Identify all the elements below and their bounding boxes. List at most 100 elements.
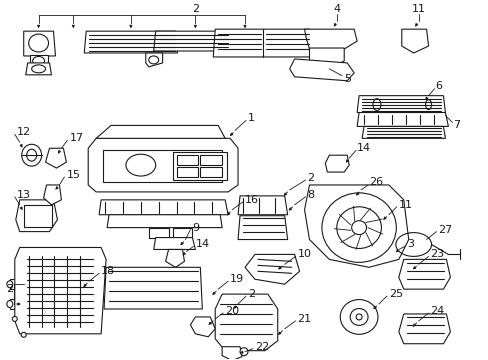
Text: 8: 8 <box>307 190 314 200</box>
Text: 26: 26 <box>368 177 383 187</box>
Ellipse shape <box>27 149 37 161</box>
Text: 6: 6 <box>435 81 442 91</box>
Ellipse shape <box>349 309 367 325</box>
Text: 2: 2 <box>191 4 199 14</box>
Polygon shape <box>10 279 24 289</box>
Bar <box>200 155 222 165</box>
Text: 17: 17 <box>69 133 83 143</box>
Bar <box>200 167 222 177</box>
Polygon shape <box>30 55 47 67</box>
Polygon shape <box>401 29 427 53</box>
Polygon shape <box>304 29 356 49</box>
Text: 1: 1 <box>247 113 254 123</box>
Text: 4: 4 <box>333 4 340 14</box>
Text: 12: 12 <box>17 127 31 138</box>
Text: 14: 14 <box>195 239 209 249</box>
Polygon shape <box>361 126 445 138</box>
Ellipse shape <box>321 193 395 262</box>
Bar <box>172 228 192 238</box>
Ellipse shape <box>355 314 361 320</box>
Polygon shape <box>304 185 408 267</box>
Text: 7: 7 <box>452 121 460 130</box>
Text: 19: 19 <box>230 274 244 284</box>
Bar <box>337 192 360 214</box>
Text: 9: 9 <box>192 222 199 233</box>
Polygon shape <box>190 317 215 337</box>
Polygon shape <box>99 200 228 215</box>
Ellipse shape <box>336 207 381 248</box>
Ellipse shape <box>364 213 379 231</box>
Ellipse shape <box>7 301 13 307</box>
Ellipse shape <box>372 99 380 111</box>
Text: 24: 24 <box>429 306 444 316</box>
Bar <box>24 205 51 227</box>
Polygon shape <box>356 113 447 126</box>
Text: 5: 5 <box>344 74 350 84</box>
Text: 13: 13 <box>17 190 31 200</box>
Text: 11: 11 <box>398 200 412 210</box>
Polygon shape <box>88 138 238 192</box>
Bar <box>341 196 356 210</box>
Polygon shape <box>145 53 163 67</box>
Ellipse shape <box>12 316 17 321</box>
Polygon shape <box>398 314 449 344</box>
Text: 2: 2 <box>247 289 255 299</box>
Text: 14: 14 <box>356 143 370 153</box>
Polygon shape <box>15 247 106 334</box>
Text: 22: 22 <box>254 342 268 352</box>
Ellipse shape <box>33 57 44 66</box>
Polygon shape <box>398 260 449 289</box>
Ellipse shape <box>351 221 366 235</box>
Text: 21: 21 <box>297 314 311 324</box>
Polygon shape <box>43 185 61 205</box>
Polygon shape <box>222 347 242 360</box>
Polygon shape <box>238 216 287 239</box>
Polygon shape <box>244 255 299 284</box>
Ellipse shape <box>29 34 48 52</box>
Polygon shape <box>24 255 96 329</box>
Text: 16: 16 <box>244 195 259 205</box>
Bar <box>172 152 226 180</box>
Polygon shape <box>220 304 240 327</box>
Polygon shape <box>153 238 195 249</box>
Ellipse shape <box>240 348 247 356</box>
Polygon shape <box>107 215 222 228</box>
Polygon shape <box>213 29 311 57</box>
Text: 25: 25 <box>388 289 402 299</box>
Bar <box>176 155 198 165</box>
Polygon shape <box>96 125 224 138</box>
Polygon shape <box>153 31 232 51</box>
Text: 11: 11 <box>411 4 425 14</box>
Text: 2: 2 <box>6 284 13 294</box>
Text: 27: 27 <box>438 225 452 235</box>
Ellipse shape <box>32 65 45 73</box>
Polygon shape <box>215 294 277 351</box>
Polygon shape <box>16 200 57 231</box>
Text: 10: 10 <box>297 249 311 260</box>
Polygon shape <box>289 59 353 81</box>
Ellipse shape <box>7 281 13 288</box>
Polygon shape <box>356 96 445 113</box>
Polygon shape <box>84 31 177 53</box>
Text: 23: 23 <box>429 249 444 260</box>
Ellipse shape <box>126 154 155 176</box>
Polygon shape <box>24 31 55 56</box>
Ellipse shape <box>425 100 431 109</box>
Polygon shape <box>165 249 184 267</box>
Polygon shape <box>104 267 202 309</box>
Ellipse shape <box>148 56 158 64</box>
Ellipse shape <box>21 144 41 166</box>
Bar <box>103 150 222 182</box>
Polygon shape <box>325 155 348 172</box>
Text: 3: 3 <box>406 239 413 249</box>
Bar <box>176 167 198 177</box>
Ellipse shape <box>340 300 377 334</box>
Ellipse shape <box>21 332 26 337</box>
Polygon shape <box>238 196 287 215</box>
Polygon shape <box>45 148 66 168</box>
Text: 2: 2 <box>307 173 314 183</box>
Text: 15: 15 <box>66 170 80 180</box>
Text: 18: 18 <box>101 266 115 276</box>
Bar <box>148 228 168 238</box>
Polygon shape <box>26 63 51 75</box>
